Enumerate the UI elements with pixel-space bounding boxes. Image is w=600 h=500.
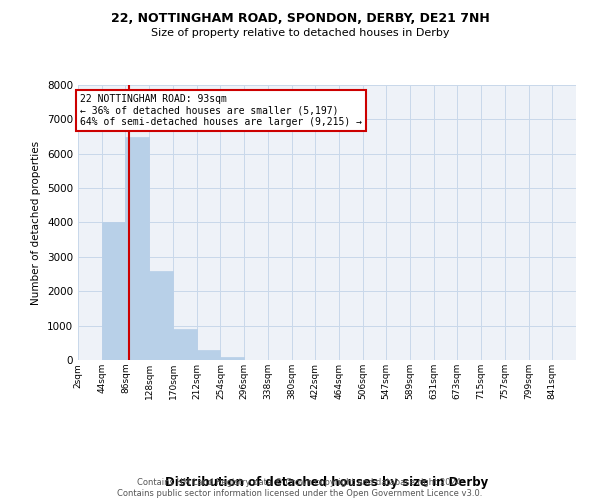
Text: 22, NOTTINGHAM ROAD, SPONDON, DERBY, DE21 7NH: 22, NOTTINGHAM ROAD, SPONDON, DERBY, DE2… [110, 12, 490, 26]
Bar [102, 222, 125, 360]
Bar [173, 329, 197, 360]
Text: Size of property relative to detached houses in Derby: Size of property relative to detached ho… [151, 28, 449, 38]
Y-axis label: Number of detached properties: Number of detached properties [31, 140, 41, 304]
Text: 22 NOTTINGHAM ROAD: 93sqm
← 36% of detached houses are smaller (5,197)
64% of se: 22 NOTTINGHAM ROAD: 93sqm ← 36% of detac… [80, 94, 362, 127]
Bar [197, 350, 220, 360]
X-axis label: Distribution of detached houses by size in Derby: Distribution of detached houses by size … [166, 476, 488, 488]
Text: Contains HM Land Registry data © Crown copyright and database right 2024.
Contai: Contains HM Land Registry data © Crown c… [118, 478, 482, 498]
Bar [220, 356, 244, 360]
Bar [149, 270, 173, 360]
Bar [125, 136, 149, 360]
